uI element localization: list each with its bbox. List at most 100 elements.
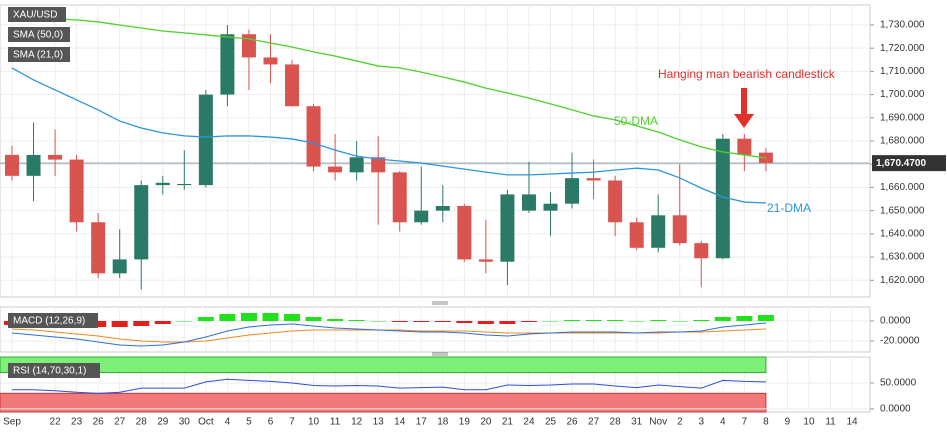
candle-body <box>629 222 644 248</box>
candle-body <box>91 222 106 274</box>
candle-body <box>672 215 687 244</box>
x-tick-label: 6 <box>268 417 274 428</box>
histogram-bar <box>607 320 624 321</box>
x-tick-label: Oct <box>198 417 214 428</box>
candle-body <box>198 94 213 186</box>
candle-body <box>220 34 235 95</box>
histogram-bar <box>542 321 559 322</box>
candle-body <box>543 203 558 211</box>
sma-line <box>11 15 766 159</box>
x-tick-label: 11 <box>825 417 836 428</box>
label-text: RSI (14,70,30,1) <box>13 366 86 377</box>
histogram-bar <box>284 314 301 321</box>
y-tick-label: 1,730.000 <box>880 20 925 31</box>
histogram-bar <box>736 316 753 321</box>
x-tick-label: 17 <box>416 417 428 428</box>
candle-body <box>48 154 63 160</box>
label-text: SMA (21,0) <box>13 50 63 61</box>
x-tick-label: 14 <box>394 417 406 428</box>
x-tick-label: 21 <box>502 417 514 428</box>
histogram-bar <box>499 321 516 324</box>
candle-body <box>715 138 730 259</box>
histogram-bar <box>133 321 150 326</box>
y-tick-label: 50.0000 <box>880 378 917 389</box>
candle-body <box>177 183 192 186</box>
x-tick-label: 31 <box>631 417 643 428</box>
candle-body <box>26 154 41 176</box>
x-tick-label: 26 <box>566 417 578 428</box>
x-tick-label: 14 <box>846 417 858 428</box>
x-tick-label: 11 <box>330 417 341 428</box>
candle-body <box>112 259 127 274</box>
histogram-bar <box>671 321 688 322</box>
label-text: MACD (12,26,9) <box>13 316 85 327</box>
histogram-bar <box>693 320 710 321</box>
candle-body <box>414 210 429 223</box>
candle-body <box>457 206 472 260</box>
x-tick-label: 22 <box>50 417 62 428</box>
candle-body <box>737 138 752 155</box>
candle-body <box>328 166 343 173</box>
x-tick-label: 28 <box>136 417 148 428</box>
macd-panel <box>0 306 871 353</box>
label-box <box>8 47 70 62</box>
candle-body <box>500 194 515 262</box>
x-tick-label: 5 <box>246 417 252 428</box>
candle-body <box>349 157 364 173</box>
x-tick-label: 26 <box>93 417 105 428</box>
y-tick-label: 1,650.000 <box>880 205 925 216</box>
candle-body <box>478 259 493 262</box>
annotation: 50-DMA <box>614 114 658 128</box>
histogram-bar <box>240 313 257 321</box>
x-tick-label: 19 <box>459 417 471 428</box>
y-tick-label: 1,720.000 <box>880 43 925 54</box>
x-tick-label: 7 <box>742 417 748 428</box>
x-tick-label: 12 <box>351 417 363 428</box>
histogram-bar <box>650 320 667 321</box>
label-box <box>8 363 100 378</box>
histogram-bar <box>90 321 107 327</box>
x-tick-label: 10 <box>803 417 815 428</box>
histogram-bar <box>219 314 236 321</box>
histogram-bar <box>391 321 408 322</box>
y-tick-label: 1,630.000 <box>880 252 925 263</box>
label-text: SMA (50,0) <box>13 30 63 41</box>
histogram-bar <box>456 321 473 323</box>
histogram-bar <box>197 317 214 321</box>
x-tick-label: 10 <box>308 417 320 428</box>
histogram-bar <box>370 321 387 322</box>
histogram-bar <box>585 320 602 321</box>
y-tick-label: 0.0000 <box>880 316 911 327</box>
candle-body <box>435 206 450 211</box>
histogram-bar <box>628 321 645 322</box>
candle-body <box>565 178 580 204</box>
x-tick-label: Nov <box>649 417 667 428</box>
annotation: Hanging man bearish candlestick <box>658 67 836 81</box>
x-tick-label: 9 <box>785 417 791 428</box>
x-tick-label: 4 <box>720 417 726 428</box>
candle-body <box>263 57 278 65</box>
x-tick-label: 7 <box>289 417 295 428</box>
rsi-line <box>12 378 766 394</box>
x-tick-label: 30 <box>179 417 191 428</box>
histogram-bar <box>434 321 451 322</box>
histogram-bar <box>714 317 731 321</box>
x-tick-label: 25 <box>545 417 557 428</box>
histogram-bar <box>111 321 128 327</box>
x-tick-label: Sep <box>3 417 21 428</box>
x-tick-label: 29 <box>157 417 169 428</box>
annotation-arrow <box>734 88 754 128</box>
x-tick-label: 24 <box>523 417 535 428</box>
y-tick-label: 0.0000 <box>880 404 911 415</box>
sma-line <box>11 67 766 204</box>
annotation: 21-DMA <box>767 201 811 215</box>
histogram-bar <box>348 320 365 321</box>
histogram-bar <box>305 317 322 321</box>
x-tick-label: 8 <box>763 417 769 428</box>
label-box <box>8 7 66 22</box>
oversold-zone <box>0 392 767 413</box>
histogram-bar <box>327 319 344 321</box>
candle-body <box>241 34 256 58</box>
histogram-bar <box>757 315 774 321</box>
candle-body <box>608 180 623 223</box>
